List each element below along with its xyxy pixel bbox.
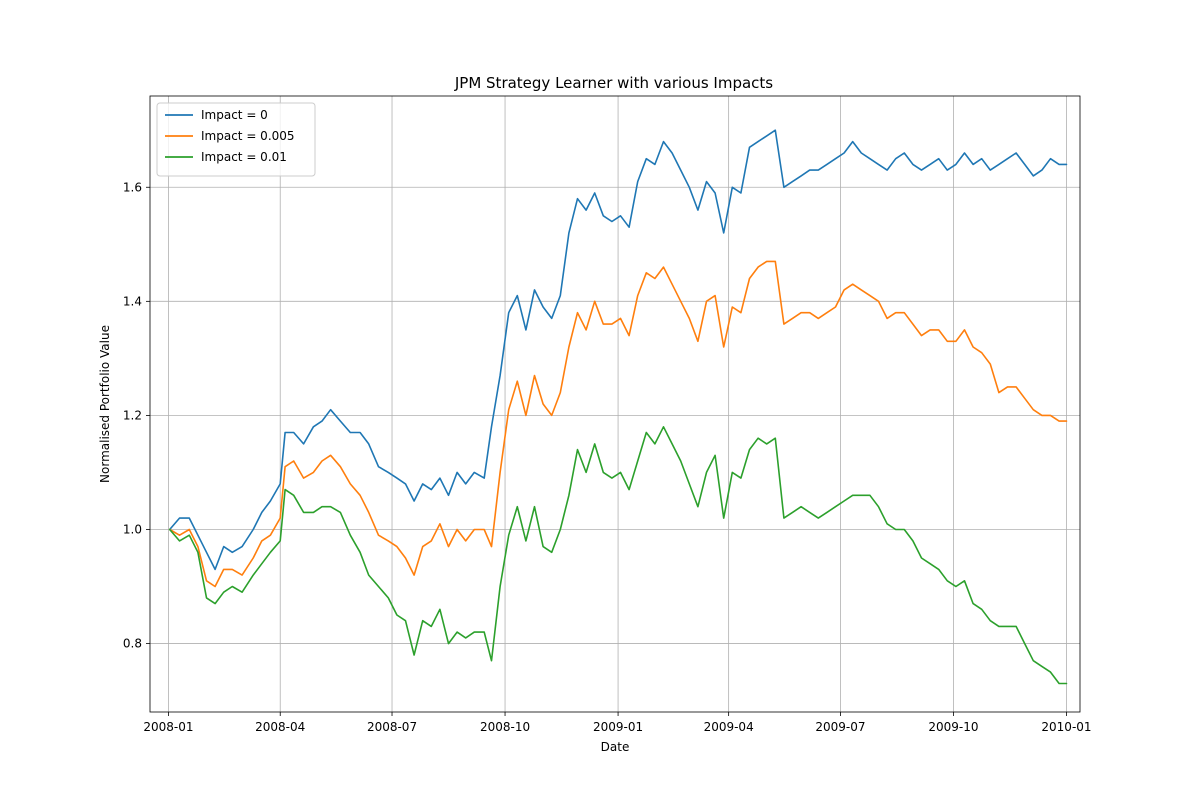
x-tick-label: 2010-01 — [1041, 720, 1091, 734]
y-axis-label: Normalised Portfolio Value — [98, 325, 112, 483]
y-tick-label: 1.2 — [123, 408, 142, 422]
x-tick-label: 2009-07 — [815, 720, 865, 734]
y-tick-label: 1.4 — [123, 294, 142, 308]
y-axis: 0.8 1.0 1.2 1.4 1.6 — [123, 180, 150, 651]
series-line-2 — [168, 260, 1068, 588]
y-tick-label: 1.0 — [123, 522, 142, 536]
legend-label: Impact = 0.005 — [201, 129, 295, 143]
plot-frame — [149, 95, 1081, 713]
y-tick-label: 0.8 — [123, 637, 142, 651]
x-tick-label: 2008-10 — [480, 720, 530, 734]
x-tick-label: 2008-04 — [255, 720, 305, 734]
series-layer — [168, 129, 1068, 685]
x-tick-label: 2008-01 — [143, 720, 193, 734]
legend-box — [156, 102, 316, 177]
legend-label: Impact = 0 — [201, 108, 268, 122]
x-tick-label: 2009-10 — [928, 720, 978, 734]
grid — [150, 96, 1080, 712]
x-axis-label: Date — [601, 740, 630, 754]
x-tick-label: 2008-07 — [367, 720, 417, 734]
x-tick-label: 2009-04 — [704, 720, 754, 734]
x-tick-label: 2009-01 — [593, 720, 643, 734]
series-line-3 — [168, 426, 1068, 685]
y-tick-label: 1.6 — [123, 180, 142, 194]
series-line-1 — [168, 129, 1068, 571]
legend-label: Impact = 0.01 — [201, 150, 287, 164]
chart-title: JPM Strategy Learner with various Impact… — [454, 74, 773, 92]
legend: Impact = 0 Impact = 0.005 Impact = 0.01 — [156, 102, 316, 177]
x-axis: 2008-01 2008-04 2008-07 2008-10 2009-01 2009-… — [143, 712, 1092, 734]
